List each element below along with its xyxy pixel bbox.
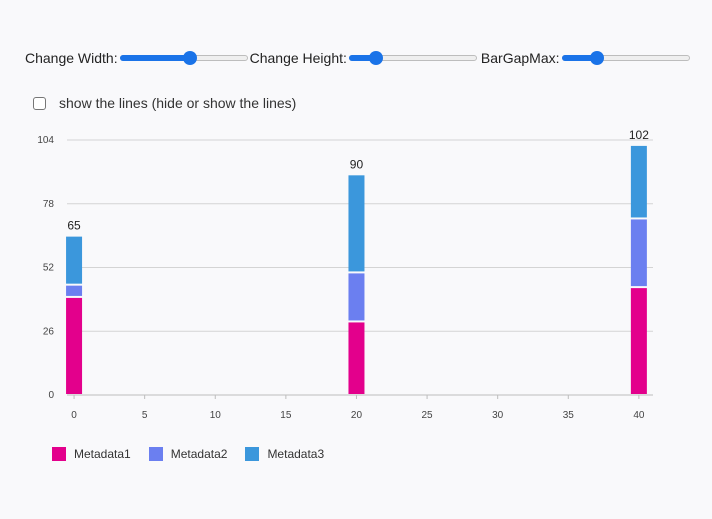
x-tick-label: 25: [422, 410, 434, 421]
x-tick-label: 30: [492, 410, 504, 421]
x-tick-label: 0: [71, 410, 77, 421]
bar-segment-metadata3[interactable]: [630, 145, 647, 218]
bar-segment-metadata1[interactable]: [348, 322, 365, 394]
bargap-slider-label: BarGapMax:: [480, 50, 560, 66]
bar-total-label: 65: [67, 219, 81, 233]
y-tick-label: 0: [48, 390, 54, 401]
legend-swatch: [52, 447, 66, 461]
x-tick-label: 15: [280, 410, 292, 421]
show-lines-checkbox[interactable]: [33, 96, 46, 110]
bargap-slider-thumb[interactable]: [590, 51, 604, 65]
x-tick-label: 40: [633, 410, 645, 421]
slider-controls: Change Width: Change Height: BarGapMax:: [25, 48, 692, 68]
y-tick-label: 52: [43, 263, 55, 274]
show-lines-toggle[interactable]: show the lines (hide or show the lines): [33, 95, 296, 111]
bar-segment-metadata1[interactable]: [630, 288, 647, 394]
width-slider-label: Change Width:: [25, 50, 118, 66]
show-lines-label: show the lines (hide or show the lines): [59, 95, 297, 111]
x-tick-label: 5: [142, 410, 148, 421]
height-slider-thumb[interactable]: [369, 51, 384, 65]
stacked-bar-chart: 65 90 102 0 26 52 78 104 0 5 10 15 20 25 30 35 40: [37, 128, 653, 421]
legend-item-metadata3[interactable]: Metadata3: [245, 447, 324, 461]
width-slider-thumb[interactable]: [183, 51, 198, 65]
bar-segment-metadata3[interactable]: [348, 175, 365, 272]
bar-segment-metadata2[interactable]: [630, 219, 647, 287]
bar-total-label: 90: [350, 157, 364, 171]
bar-segment-metadata3[interactable]: [66, 236, 83, 284]
x-tick-label: 20: [351, 410, 363, 421]
bar-total-label: 102: [629, 128, 649, 142]
height-slider[interactable]: [348, 49, 477, 67]
bar-segment-metadata1[interactable]: [66, 297, 83, 394]
y-tick-label: 26: [43, 326, 55, 337]
bar-segment-metadata2[interactable]: [348, 273, 365, 321]
width-slider[interactable]: [119, 49, 248, 67]
bargap-slider[interactable]: [561, 49, 690, 67]
height-slider-label: Change Height:: [249, 50, 347, 66]
legend-swatch: [245, 447, 260, 461]
x-tick-label: 10: [210, 410, 222, 421]
x-tick-label: 35: [563, 410, 575, 421]
bars: 65 90 102: [66, 128, 649, 394]
legend-item-metadata1[interactable]: Metadata1: [52, 447, 131, 461]
bar-segment-metadata2[interactable]: [66, 285, 83, 296]
legend-label: Metadata1: [74, 447, 131, 461]
legend-swatch: [148, 447, 163, 461]
legend-label: Metadata2: [170, 447, 228, 461]
y-tick-label: 104: [37, 135, 54, 146]
chart-legend: Metadata1 Metadata2 Metadata3: [52, 447, 342, 461]
legend-item-metadata2[interactable]: Metadata2: [148, 447, 228, 461]
legend-label: Metadata3: [267, 447, 325, 461]
y-tick-label: 78: [43, 199, 55, 210]
axes: 0 26 52 78 104 0 5 10 15 20 25 30 35 40: [37, 135, 653, 421]
